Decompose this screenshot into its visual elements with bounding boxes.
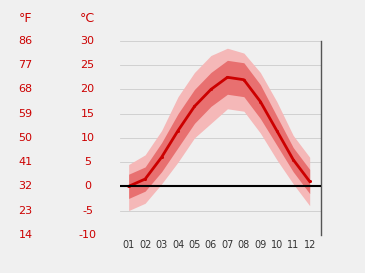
Text: 77: 77 (18, 60, 33, 70)
Text: 25: 25 (81, 60, 95, 70)
Text: 0: 0 (84, 181, 91, 191)
Text: 50: 50 (19, 133, 32, 143)
Text: 59: 59 (19, 109, 32, 119)
Text: 10: 10 (81, 133, 95, 143)
Text: 14: 14 (19, 230, 32, 240)
Text: °C: °C (80, 11, 95, 25)
Text: -10: -10 (78, 230, 97, 240)
Text: 68: 68 (19, 84, 32, 94)
Text: 15: 15 (81, 109, 95, 119)
Text: 20: 20 (81, 84, 95, 94)
Text: 86: 86 (19, 36, 32, 46)
Text: 30: 30 (81, 36, 95, 46)
Text: 23: 23 (19, 206, 32, 216)
Text: 32: 32 (19, 181, 32, 191)
Text: 41: 41 (19, 157, 32, 167)
Text: 5: 5 (84, 157, 91, 167)
Text: °F: °F (19, 11, 32, 25)
Text: -5: -5 (82, 206, 93, 216)
